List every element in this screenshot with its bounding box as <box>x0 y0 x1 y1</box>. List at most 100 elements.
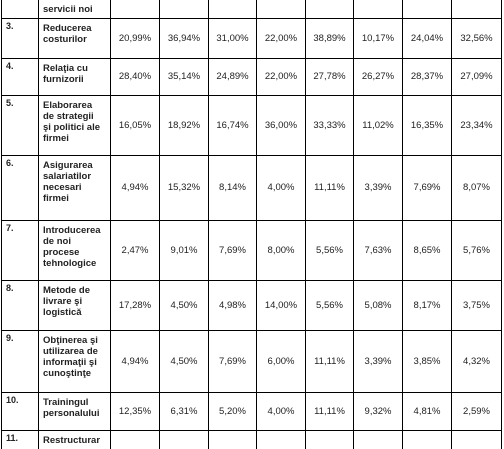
value-cell: 7,69% <box>402 154 452 221</box>
table-row: 9. Obţinerea şi utilizarea de informaţii şi… <box>1 329 502 393</box>
label-line: personalului <box>43 407 100 419</box>
row-label: Elaborarea de strategii şi politici ale fir… <box>38 94 111 156</box>
value-cell: 17,28% <box>110 279 160 331</box>
value-cell: 8,00% <box>256 219 306 281</box>
value-cell <box>353 429 403 449</box>
label-line: Metode de <box>43 284 90 296</box>
value-cell: 11,02% <box>353 94 403 156</box>
value-cell: 24,89% <box>208 57 257 96</box>
value-cell <box>159 0 209 19</box>
label-line: firmei <box>43 192 69 204</box>
value-cell <box>110 0 160 19</box>
row-label: servicii noi <box>38 0 111 19</box>
label-line: de noi <box>43 235 71 247</box>
table-row: 10. Trainingul personalului 12,35% 6,31% 5,20… <box>1 391 502 431</box>
label-line: logistică <box>43 306 82 318</box>
row-number: 10. <box>1 391 39 431</box>
value-cell: 36,00% <box>256 94 306 156</box>
value-cell: 22,00% <box>256 17 306 59</box>
value-cell: 2,47% <box>110 219 160 281</box>
value-cell <box>305 0 354 19</box>
row-number: 8. <box>1 279 39 331</box>
value-cell <box>402 0 452 19</box>
label-line: Obţinerea şi <box>43 334 98 346</box>
value-cell: 16,05% <box>110 94 160 156</box>
value-cell: 4,32% <box>451 329 502 393</box>
value-cell: 33,33% <box>305 94 354 156</box>
label-line: Trainingul <box>43 396 89 408</box>
value-cell: 7,69% <box>208 329 257 393</box>
value-cell: 4,00% <box>256 391 306 431</box>
value-cell: 3,75% <box>451 279 502 331</box>
table-row: 3. Reducerea costurilor 20,99% 36,94% 31,00% 2… <box>1 17 502 59</box>
value-cell: 27,78% <box>305 57 354 96</box>
table-row: 8. Metode de livrare şi logistică 17,28% 4,50… <box>1 279 502 331</box>
row-number: 9. <box>1 329 39 393</box>
label-line: salariatilor <box>43 170 92 182</box>
value-cell: 27,09% <box>451 57 502 96</box>
table-row: 7. Introducerea de noi procese tehnologice 2,… <box>1 219 502 281</box>
value-cell: 32,56% <box>451 17 502 59</box>
value-cell: 35,14% <box>159 57 209 96</box>
row-number <box>1 0 39 19</box>
value-cell: 28,40% <box>110 57 160 96</box>
row-label: Reducerea costurilor <box>38 17 111 59</box>
label-line: procese <box>43 246 80 258</box>
label-line: informaţii şi <box>43 356 97 368</box>
row-number: 5. <box>1 94 39 156</box>
label-line: livrare şi <box>43 295 83 307</box>
value-cell: 5,76% <box>451 219 502 281</box>
row-label: Relaţia cu furnizorii <box>38 57 111 96</box>
row-label: Obţinerea şi utilizarea de informaţii şi cu… <box>38 329 111 393</box>
row-label: Asigurarea salariatilor necesari firmei <box>38 154 111 221</box>
row-label: Introducerea de noi procese tehnologice <box>38 219 111 281</box>
value-cell: 3,39% <box>353 329 403 393</box>
row-number: 4. <box>1 57 39 96</box>
value-cell: 6,31% <box>159 391 209 431</box>
value-cell: 18,92% <box>159 94 209 156</box>
value-cell: 4,94% <box>110 329 160 393</box>
value-cell: 5,56% <box>305 219 354 281</box>
label-line: utilizarea de <box>43 345 98 357</box>
value-cell <box>110 429 160 449</box>
row-label: Trainingul personalului <box>38 391 111 431</box>
label-line: necesari <box>43 181 82 193</box>
value-cell: 3,85% <box>402 329 452 393</box>
table-row: 5. Elaborarea de strategii şi politici ale f… <box>1 94 502 156</box>
value-cell: 28,37% <box>402 57 452 96</box>
label-line: Introducerea <box>43 224 101 236</box>
row-number: 11. <box>1 429 39 449</box>
value-cell: 3,39% <box>353 154 403 221</box>
value-cell: 26,27% <box>353 57 403 96</box>
value-cell: 4,94% <box>110 154 160 221</box>
value-cell: 38,89% <box>305 17 354 59</box>
value-cell <box>256 0 306 19</box>
row-label: Restructurar <box>38 429 111 449</box>
value-cell: 8,07% <box>451 154 502 221</box>
table-row: 4. Relaţia cu furnizorii 28,40% 35,14% 24,89%… <box>1 57 502 96</box>
label-line: Relaţia cu <box>43 62 88 74</box>
value-cell: 5,56% <box>305 279 354 331</box>
label-line: Elaborarea <box>43 99 93 111</box>
value-cell: 8,14% <box>208 154 257 221</box>
value-cell: 12,35% <box>110 391 160 431</box>
value-cell: 4,50% <box>159 279 209 331</box>
value-cell <box>305 429 354 449</box>
value-cell: 23,34% <box>451 94 502 156</box>
table-row: 6. Asigurarea salariatilor necesari firmei 4,… <box>1 154 502 221</box>
label-line: firmei <box>43 132 69 144</box>
label-line: de strategii <box>43 110 94 122</box>
value-cell <box>451 429 502 449</box>
value-cell: 4,81% <box>402 391 452 431</box>
row-label: Metode de livrare şi logistică <box>38 279 111 331</box>
value-cell: 4,98% <box>208 279 257 331</box>
row-number: 3. <box>1 17 39 59</box>
label-line: furnizorii <box>43 73 84 85</box>
value-cell <box>451 0 502 19</box>
row-number: 6. <box>1 154 39 221</box>
value-cell: 11,11% <box>305 329 354 393</box>
value-cell: 11,11% <box>305 391 354 431</box>
value-cell <box>256 429 306 449</box>
